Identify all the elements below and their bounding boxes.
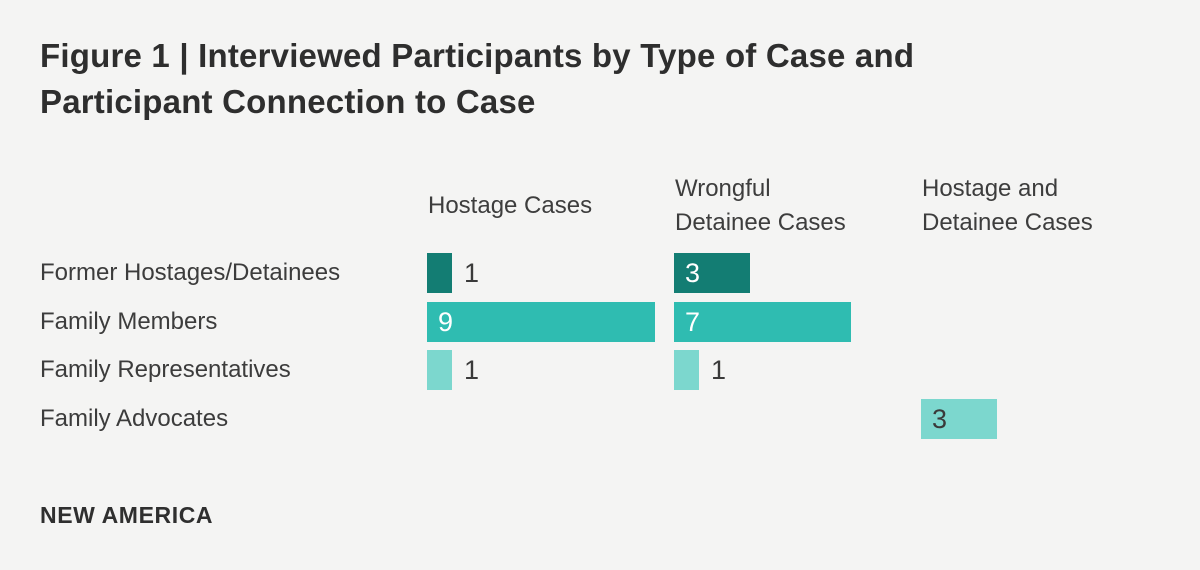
bar-value-label: 1 xyxy=(464,257,480,288)
column-header-wrongful-detainee-cases: Wrongful Detainee Cases xyxy=(675,172,917,240)
bar-family-members-wrongful-detainee-cases: 7 xyxy=(674,302,851,342)
bar-value-label: 1 xyxy=(464,354,480,385)
column-header-line: Detainee Cases xyxy=(922,209,1093,236)
bar-value-label: 3 xyxy=(932,403,948,434)
bar-value-label: 1 xyxy=(711,354,727,385)
bar-value-label: 7 xyxy=(685,306,701,337)
bar-value-label: 9 xyxy=(438,306,454,337)
bar-former-hostages-hostage-cases: 1 xyxy=(427,253,479,293)
chart-row-family-representatives: Family Representatives 1 1 xyxy=(0,350,1200,390)
figure-title-line1: Figure 1 | Interviewed Participants by T… xyxy=(40,37,915,74)
new-america-logo: NEW AMERICA xyxy=(40,502,214,528)
column-header-line: Hostage and xyxy=(922,175,1059,202)
chart-row-family-members: Family Members 9 7 xyxy=(0,302,1200,342)
row-label-family-representatives: Family Representatives xyxy=(40,356,291,383)
figure-title-line2: Participant Connection to Case xyxy=(40,83,536,120)
row-label-former-hostages-detainees: Former Hostages/Detainees xyxy=(40,259,341,286)
figure-title: Figure 1 | Interviewed Participants by T… xyxy=(40,33,1150,125)
column-header-hostage-cases: Hostage Cases xyxy=(428,172,670,240)
bar-family-representatives-hostage-cases: 1 xyxy=(427,350,479,390)
row-label-family-members: Family Members xyxy=(40,308,218,335)
bar-family-representatives-wrongful-detainee-cases: 1 xyxy=(674,350,726,390)
column-header-line: Detainee Cases xyxy=(675,209,846,236)
chart-row-family-advocates: Family Advocates 3 xyxy=(0,399,1200,439)
bar-family-advocates-hostage-and-detainee-cases: 3 xyxy=(921,399,997,439)
row-label-family-advocates: Family Advocates xyxy=(40,405,229,432)
column-header-hostage-and-detainee-cases: Hostage and Detainee Cases xyxy=(922,172,1164,240)
bar-family-members-hostage-cases: 9 xyxy=(427,302,655,342)
column-header-line: Hostage Cases xyxy=(428,192,593,219)
bar-former-hostages-wrongful-detainee-cases: 3 xyxy=(674,253,750,293)
bar-value-label: 3 xyxy=(685,257,701,288)
column-header-line: Wrongful xyxy=(675,175,771,202)
chart-row-former-hostages-detainees: Former Hostages/Detainees 1 3 xyxy=(0,253,1200,293)
